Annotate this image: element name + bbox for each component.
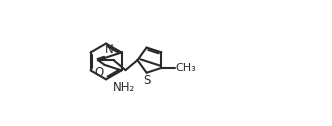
Text: CH₃: CH₃ [175,63,196,73]
Text: O: O [95,66,104,79]
Text: NH₂: NH₂ [113,81,135,94]
Text: S: S [143,73,150,87]
Text: N: N [105,43,114,56]
